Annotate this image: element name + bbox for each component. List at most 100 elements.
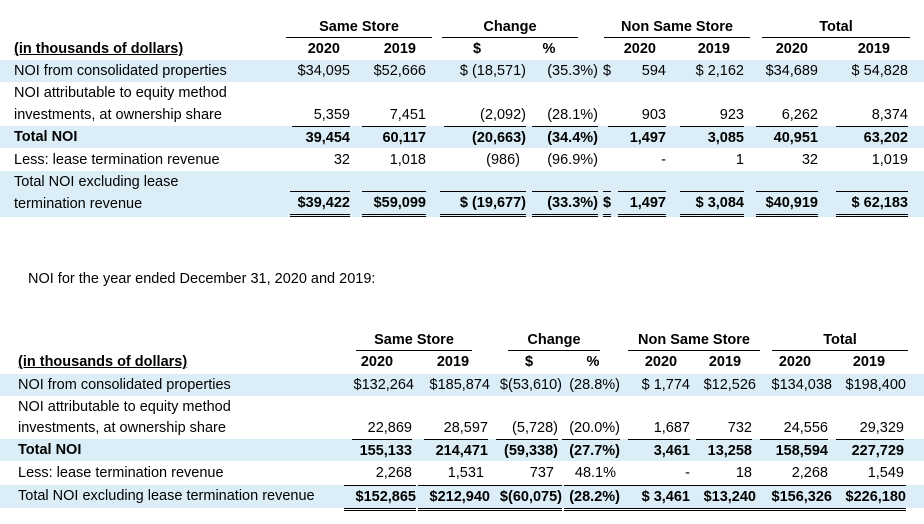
- cell: $40,919: [756, 191, 818, 217]
- year-header: $: [472, 41, 482, 57]
- cell: 24,556: [783, 420, 828, 436]
- row-label: NOI attributable to equity method: [18, 399, 231, 415]
- row-label: investments, at ownership share: [14, 107, 222, 123]
- group-header-label: Non Same Store: [638, 332, 750, 348]
- cell: 13,258: [696, 439, 752, 462]
- table-row-total: Total NOI 155,133 214,471 (59,338) (27.7…: [0, 439, 924, 461]
- cell: 60,117: [362, 126, 426, 149]
- cell: (59,338): [496, 439, 558, 462]
- cell: $39,422: [290, 191, 350, 217]
- cell: $ 3,461: [620, 485, 690, 511]
- group-header-label: Same Store: [319, 19, 399, 35]
- year-header: 2019: [852, 354, 886, 370]
- cell: (28.1%): [547, 107, 598, 123]
- cell: -: [685, 465, 690, 481]
- table-row: NOI attributable to equity method: [0, 82, 924, 104]
- table-row: investments, at ownership share 5,359 7,…: [0, 104, 924, 126]
- cell: $ 1,774: [641, 377, 690, 393]
- cell: (96.9%): [547, 152, 598, 168]
- cell: 1,019: [871, 152, 908, 168]
- cell: 1,531: [447, 465, 484, 481]
- cell: $156,326: [756, 485, 832, 511]
- cell: 227,729: [836, 439, 904, 462]
- cell: 8,374: [871, 107, 908, 123]
- cell: 2,268: [791, 465, 828, 481]
- year-header: 2019: [383, 41, 416, 57]
- cell: $185,874: [429, 377, 490, 393]
- cell: 737: [529, 465, 554, 481]
- cell: $(53,610): [499, 377, 562, 393]
- cell: 1,497: [618, 191, 666, 217]
- year-header: 2019: [436, 354, 470, 370]
- year-header: %: [586, 354, 600, 370]
- cell: 3,461: [628, 439, 690, 462]
- row-label: termination revenue: [14, 196, 143, 212]
- cell: 155,133: [352, 439, 412, 462]
- group-header-label: Change: [527, 332, 581, 348]
- cell: 18: [735, 465, 752, 481]
- group-header-total: Total: [772, 330, 908, 351]
- year-header: 2020: [623, 41, 656, 57]
- cell: $52,666: [373, 63, 426, 79]
- row-label: NOI from consolidated properties: [14, 63, 227, 79]
- cell: $13,240: [690, 485, 756, 511]
- cell: $59,099: [362, 191, 426, 217]
- group-header-label: Non Same Store: [621, 19, 733, 35]
- cell: 1,018: [389, 152, 426, 168]
- cell: 903: [641, 107, 666, 123]
- group-header-change: Change: [442, 17, 578, 38]
- cell: 28,597: [443, 420, 488, 436]
- row-label: NOI attributable to equity method: [14, 85, 227, 101]
- year-header-row: (in thousands of dollars) 2020 2019 $ % …: [0, 38, 924, 60]
- row-label: Total NOI: [18, 442, 82, 458]
- cell: $: [603, 63, 612, 79]
- cell: (35.3%): [547, 63, 598, 79]
- cell: (20.0%): [569, 420, 620, 436]
- cell: 1,497: [608, 126, 666, 149]
- row-label: Total NOI: [14, 129, 78, 145]
- cell: (5,728): [512, 420, 558, 436]
- table-row-final: Total NOI excluding lease termination re…: [0, 485, 924, 511]
- year-header: 2020: [775, 41, 808, 57]
- cell: (34.4%): [532, 126, 598, 149]
- cell: 3,085: [680, 126, 744, 149]
- group-header-label: Total: [823, 332, 857, 348]
- table-row-final: Total NOI excluding lease termination re…: [0, 171, 924, 217]
- cell: $34,095: [297, 63, 350, 79]
- year-header-row: (in thousands of dollars) 2020 2019 $ % …: [0, 351, 924, 373]
- unit-label: (in thousands of dollars): [18, 354, 188, 370]
- year-header: 2020: [778, 354, 812, 370]
- cell: 40,951: [756, 126, 818, 149]
- row-label: NOI from consolidated properties: [18, 377, 231, 393]
- cell: $: [603, 191, 612, 217]
- cell: 39,454: [292, 126, 350, 149]
- group-header-non-same-store: Non Same Store: [604, 17, 750, 38]
- table-row: Less: lease termination revenue 32 1,018…: [0, 149, 924, 171]
- table-row: investments, at ownership share 22,869 2…: [0, 417, 924, 439]
- cell: 32: [333, 152, 350, 168]
- year-header: 2019: [708, 354, 742, 370]
- group-header-non-same-store: Non Same Store: [628, 330, 760, 351]
- cell: 2,268: [375, 465, 412, 481]
- cell: $ 54,828: [851, 63, 908, 79]
- cell: (27.7%): [562, 439, 620, 462]
- group-header-change: Change: [508, 330, 600, 351]
- cell: 22,869: [367, 420, 412, 436]
- cell: 63,202: [836, 126, 908, 149]
- cell: (986): [486, 152, 520, 168]
- cell: 732: [727, 420, 752, 436]
- unit-label: (in thousands of dollars): [14, 41, 184, 57]
- year-header: 2019: [857, 41, 890, 57]
- year-header: $: [524, 354, 534, 370]
- year-header: 2020: [644, 354, 678, 370]
- table-row: NOI attributable to equity method: [0, 396, 924, 418]
- cell: (28.8%): [569, 377, 620, 393]
- row-label: investments, at ownership share: [18, 420, 226, 436]
- cell: 1,687: [653, 420, 690, 436]
- cell: 923: [719, 107, 744, 123]
- cell: 1: [735, 152, 744, 168]
- cell: $ (19,677): [440, 191, 526, 217]
- cell: (2,092): [480, 107, 526, 123]
- cell: $34,689: [765, 63, 818, 79]
- cell: $ 3,084: [680, 191, 744, 217]
